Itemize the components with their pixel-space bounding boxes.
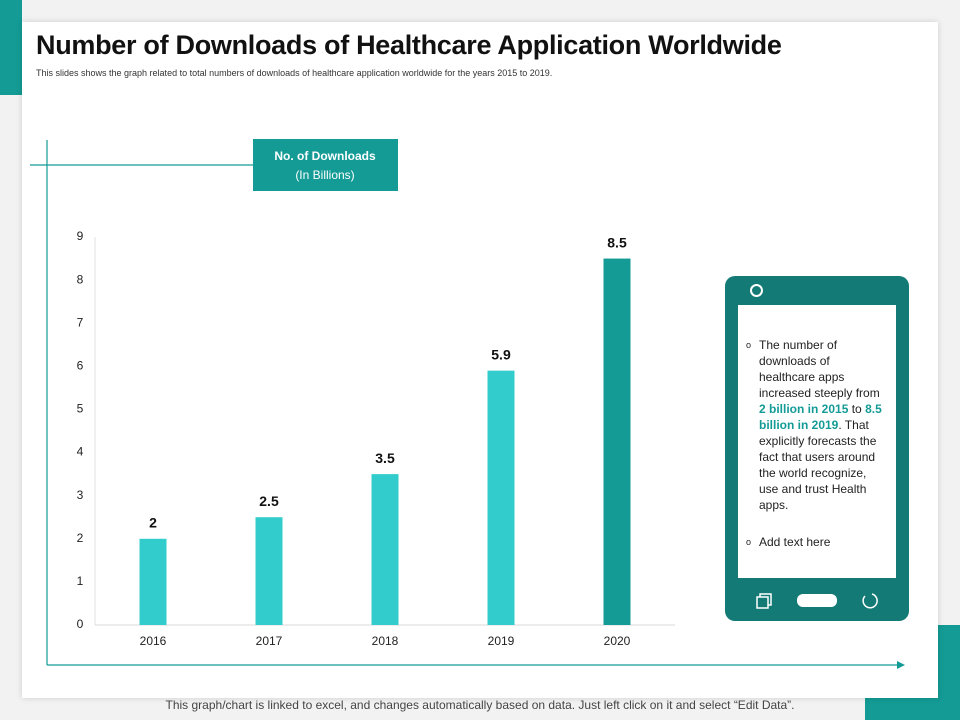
data-label: 2.5 [259,493,279,509]
legend-box [253,139,398,191]
y-tick-label: 3 [77,488,84,502]
phone-screen: The number of downloads of healthcare ap… [738,305,896,578]
bullet-text: Add text here [759,535,831,549]
phone: The number of downloads of healthcare ap… [725,276,909,621]
footer-note: This graph/chart is linked to excel, and… [165,698,795,712]
legend-subtitle: (In Billions) [295,168,354,182]
bullet: Add text here [746,534,889,550]
y-tick-label: 8 [77,272,84,286]
data-label: 3.5 [375,450,395,466]
bullet-text: The number of downloads of healthcare ap… [759,338,880,400]
y-tick-label: 1 [77,574,84,588]
arrow-head [897,661,905,669]
bar [603,258,631,625]
x-tick-label: 2018 [372,634,399,648]
title: Number of Downloads of Healthcare Applic… [36,30,782,60]
data-label: 8.5 [607,234,627,250]
highlight-text: 2 billion in 2015 [759,402,849,416]
x-tick-label: 2020 [604,634,631,648]
data-label: 2 [149,514,157,530]
legend-title: No. of Downloads [274,149,376,163]
bar [371,474,399,625]
x-tick-label: 2019 [488,634,515,648]
bar [255,517,283,625]
y-tick-label: 4 [77,445,84,459]
y-tick-label: 7 [77,315,84,329]
y-tick-label: 6 [77,359,84,373]
y-tick-label: 9 [77,229,84,243]
bullet-text: to [848,402,866,416]
x-tick-label: 2017 [256,634,283,648]
bullet-text: . That explicitly forecasts the fact tha… [759,418,877,512]
x-tick-label: 2016 [140,634,167,648]
icon [756,596,769,609]
phone-icons [756,593,878,609]
bullet: The number of downloads of healthcare ap… [746,337,889,513]
phone-camera [750,284,763,297]
bar [139,538,167,625]
highlight-text: 8.5 billion in 2019 [759,402,882,432]
y-tick-label: 5 [77,402,84,416]
icon [797,594,837,607]
y-tick-label: 2 [77,531,84,545]
subtitle: This slides shows the graph related to t… [36,68,553,78]
data-label: 5.9 [491,346,511,362]
y-tick-label: 0 [77,617,84,631]
bar [487,370,515,625]
corner-accent [0,0,22,95]
icon [862,593,878,609]
